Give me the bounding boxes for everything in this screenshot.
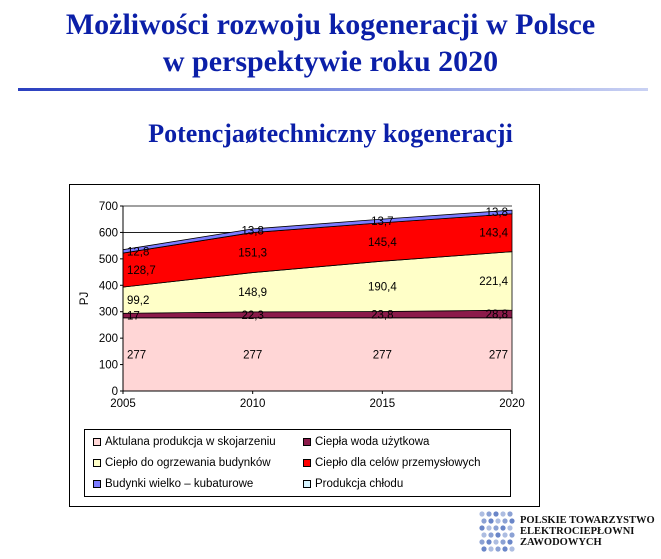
data-label: 28,8: [486, 309, 508, 321]
logo-dot: [495, 532, 501, 538]
data-label: 13,8: [486, 207, 508, 219]
title-divider: [18, 88, 648, 91]
logo-dot: [479, 511, 485, 517]
logo-dot: [509, 546, 515, 552]
logo-dot: [495, 546, 501, 552]
title-line-2: w perspektywie roku 2020: [162, 45, 499, 78]
data-label: 277: [127, 349, 146, 361]
logo-dot: [481, 532, 487, 538]
legend-item: Budynki wielko – kubaturowe: [93, 478, 253, 490]
legend-label: Produkcja chłodu: [315, 478, 404, 490]
data-label: 22,3: [241, 310, 263, 322]
y-tick-label: 300: [99, 307, 118, 319]
x-tick-label: 2005: [110, 398, 136, 410]
logo-dot: [481, 546, 487, 552]
logo-dot: [502, 546, 508, 552]
legend-item: Ciepła woda użytkowa: [303, 436, 429, 448]
logo-dot: [493, 525, 499, 531]
data-label: 13,8: [241, 226, 263, 238]
logo-text: POLSKIE TOWARZYSTWO ELEKTROCIEPŁOWNI ZAW…: [520, 515, 655, 548]
data-label: 12,8: [127, 246, 149, 258]
data-label: 190,4: [368, 281, 397, 293]
logo-dot: [500, 539, 506, 545]
logo-dot: [488, 546, 494, 552]
y-axis-label: PJ: [79, 292, 91, 305]
x-tick-label: 2015: [370, 398, 396, 410]
logo-dot: [507, 525, 513, 531]
data-label: 277: [243, 349, 262, 361]
logo-line-1: POLSKIE TOWARZYSTWO: [520, 515, 655, 526]
x-tick-label: 2010: [240, 398, 266, 410]
y-tick-label: 400: [99, 280, 118, 292]
y-tick-label: 100: [99, 360, 118, 372]
legend-item: Produkcja chłodu: [303, 478, 403, 490]
logo-line-3: ZAWODOWYCH: [520, 537, 602, 548]
legend-item: Ciepło dla celów przemysłowych: [303, 457, 481, 469]
stacked-area-chart: 0 100 200 300 400 500 600 700 2005 2010 2015 2020 PJ…: [79, 201, 525, 410]
data-label: 143,4: [479, 228, 508, 240]
company-logo: POLSKIE TOWARZYSTWO ELEKTROCIEPŁOWNI ZAW…: [478, 507, 661, 557]
legend-label: Ciepło do ogrzewania budynków: [105, 457, 271, 469]
title-line-1: Możliwości rozwoju kogeneracji w Polsce: [65, 8, 596, 41]
legend-swatch: [303, 480, 311, 488]
data-label: 277: [489, 349, 508, 361]
logo-dot: [509, 532, 515, 538]
logo-dot: [479, 539, 485, 545]
logo-dot: [502, 532, 508, 538]
data-label: 23,8: [371, 310, 393, 322]
y-tick-label: 700: [99, 201, 118, 213]
logo-dot: [509, 518, 515, 524]
legend-label: Aktulana produkcja w skojarzeniu: [105, 436, 276, 448]
logo-dot: [493, 511, 499, 517]
logo-dot: [502, 518, 508, 524]
legend-label: Budynki wielko – kubaturowe: [105, 478, 254, 490]
data-label: 99,2: [127, 295, 149, 307]
chart-frame: 0 100 200 300 400 500 600 700 2005 2010 2015 2020 PJ…: [69, 184, 540, 507]
logo-dot: [495, 518, 501, 524]
logo-dot: [500, 525, 506, 531]
slide-subtitle: Potencjaøtechniczny kogeneracji: [148, 119, 513, 148]
legend-label: Ciepło dla celów przemysłowych: [315, 457, 481, 469]
legend-swatch: [93, 459, 101, 467]
legend-swatch: [303, 438, 311, 446]
logo-dots-icon: [479, 511, 515, 552]
data-label: 148,9: [238, 287, 267, 299]
data-label: 145,4: [368, 237, 397, 249]
slide-title: Możliwości rozwoju kogeneracji w Polsce …: [0, 6, 661, 80]
legend-item: Aktulana produkcja w skojarzeniu: [93, 436, 276, 448]
legend-swatch: [93, 438, 101, 446]
legend-swatch: [93, 480, 101, 488]
logo-dot: [488, 518, 494, 524]
y-tick-label: 200: [99, 333, 118, 345]
legend-swatch: [303, 459, 311, 467]
y-tick-label: 600: [99, 227, 118, 239]
logo-dot: [493, 539, 499, 545]
data-label: 128,7: [127, 265, 156, 277]
data-label: 13,7: [371, 216, 393, 228]
data-label: 17: [127, 311, 140, 323]
logo-dot: [486, 539, 492, 545]
logo-dot: [488, 532, 494, 538]
data-label: 151,3: [238, 248, 267, 260]
logo-line-2: ELEKTROCIEPŁOWNI: [520, 526, 635, 537]
data-label: 277: [373, 349, 392, 361]
logo-dot: [486, 525, 492, 531]
y-tick-label: 500: [99, 254, 118, 266]
area-series-4: [122, 209, 513, 254]
logo-dot: [500, 511, 506, 517]
logo-dot: [507, 511, 513, 517]
y-tick-label: 0: [112, 386, 118, 398]
area-series-0: [122, 317, 513, 392]
logo-dot: [507, 539, 513, 545]
logo-dot: [486, 511, 492, 517]
legend-label: Ciepła woda użytkowa: [315, 436, 430, 448]
legend-item: Ciepło do ogrzewania budynków: [93, 457, 271, 469]
logo-dot: [479, 525, 485, 531]
data-label: 221,4: [479, 276, 508, 288]
x-tick-label: 2020: [499, 398, 525, 410]
chart-legend: Aktulana produkcja w skojarzeniu Ciepła w…: [84, 429, 511, 497]
logo-dot: [481, 518, 487, 524]
